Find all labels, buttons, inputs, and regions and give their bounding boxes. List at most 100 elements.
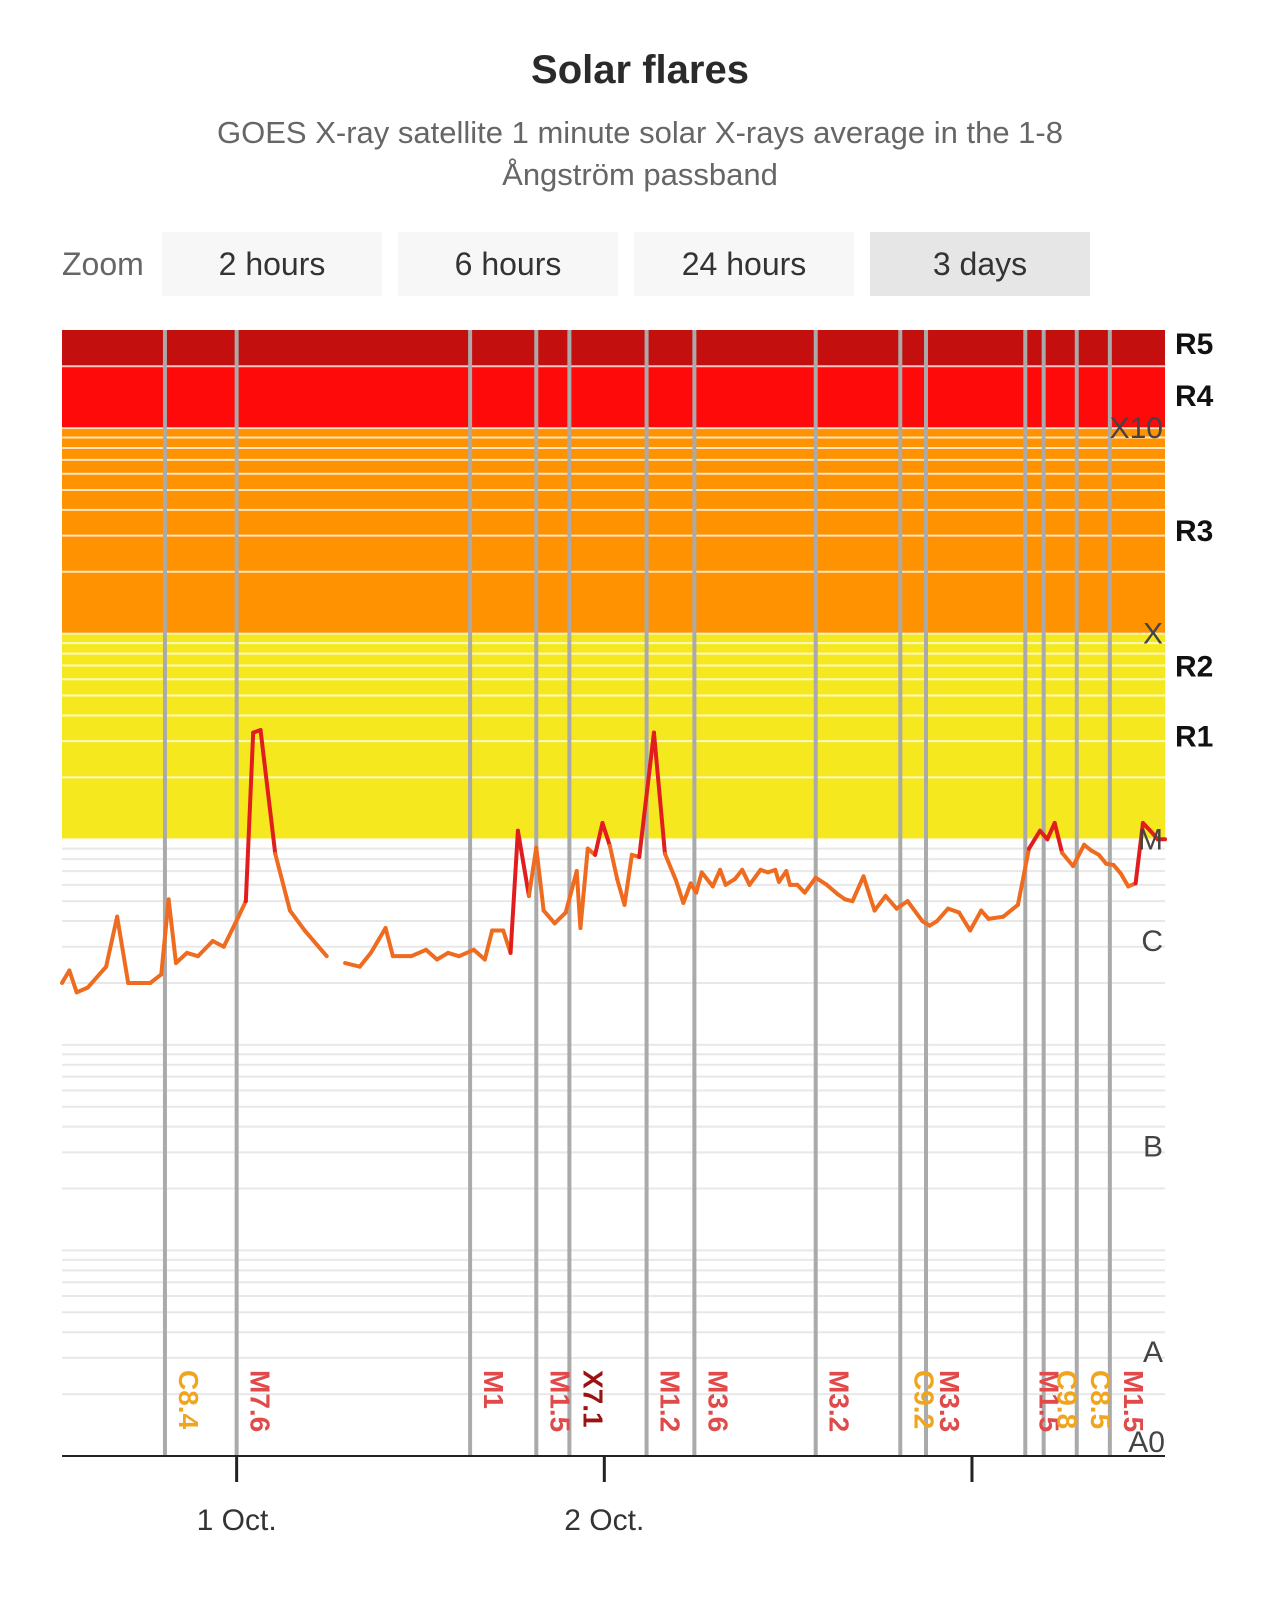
series-segment xyxy=(526,845,539,898)
series-segment xyxy=(824,882,840,897)
series-segment xyxy=(710,867,723,889)
flare-label: M1.5 xyxy=(544,1370,575,1432)
class-label: X10 xyxy=(1110,412,1163,445)
series-segment xyxy=(1060,850,1076,869)
zoom-2-hours-button[interactable]: 2 hours xyxy=(162,232,382,296)
flare-label: M3.3 xyxy=(934,1370,965,1432)
series-segment xyxy=(435,950,451,962)
class-label: C xyxy=(1141,925,1163,958)
series-segment xyxy=(508,828,520,955)
series-segment xyxy=(115,914,131,985)
series-segment xyxy=(1015,846,1031,907)
flare-label: X7.1 xyxy=(577,1370,608,1428)
series-segment xyxy=(196,938,215,959)
series-segment xyxy=(699,870,715,889)
series-segment xyxy=(357,950,373,969)
flare-label: M1.5 xyxy=(1118,1370,1149,1432)
series-segment xyxy=(1001,902,1020,919)
radio-blackout-label: R1 xyxy=(1175,720,1213,753)
series-segment xyxy=(159,897,171,977)
band-r1 xyxy=(62,695,1165,840)
flare-label: C8.5 xyxy=(1085,1370,1116,1429)
series-segment xyxy=(784,869,792,887)
zoom-6-hours-button[interactable]: 6 hours xyxy=(398,232,618,296)
class-label: A0 xyxy=(1128,1426,1165,1459)
series-segment xyxy=(552,910,568,926)
series-segment xyxy=(287,908,307,933)
series-segment xyxy=(343,961,362,969)
band-r5 xyxy=(62,330,1165,367)
series-segment xyxy=(1052,820,1065,855)
class-label: B xyxy=(1143,1131,1163,1164)
series-segment xyxy=(423,947,440,962)
chart-title: Solar flares xyxy=(531,48,749,92)
series-segment xyxy=(813,875,829,887)
band-r3 xyxy=(62,428,1165,634)
series-segment xyxy=(968,908,984,933)
series-segment xyxy=(1118,871,1131,889)
series-segment xyxy=(662,851,679,883)
zoom-bar: Zoom 2 hours 6 hours 24 hours 3 days xyxy=(62,232,1090,296)
series-segment xyxy=(935,906,951,924)
series-segment xyxy=(1026,828,1042,851)
series-segment xyxy=(471,947,487,962)
radio-blackout-label: R3 xyxy=(1175,515,1213,548)
zoom-24-hours-button[interactable]: 24 hours xyxy=(634,232,854,296)
series-segment xyxy=(651,730,667,856)
radio-blackout-label: R2 xyxy=(1175,651,1213,684)
series-segment xyxy=(986,914,1006,921)
series-segment xyxy=(850,874,866,904)
x-tick-label: 1 Oct. xyxy=(197,1504,277,1537)
series-segment xyxy=(872,893,888,913)
class-label: M xyxy=(1138,823,1163,856)
series-segment xyxy=(905,899,925,924)
series-segment xyxy=(563,869,579,915)
series-segment xyxy=(74,985,90,995)
series-segment xyxy=(622,852,634,907)
series-segment xyxy=(515,828,531,898)
series-segment xyxy=(578,846,590,931)
x-tick-label: 2 Oct. xyxy=(564,1504,644,1537)
series-segment xyxy=(883,893,899,911)
flare-label: M1.2 xyxy=(655,1370,686,1432)
series-segment xyxy=(383,926,395,959)
series-segment xyxy=(302,928,329,959)
flare-label: M1 xyxy=(478,1370,509,1409)
series-segment xyxy=(368,926,388,955)
flare-label: M1.5 xyxy=(1033,1370,1064,1432)
zoom-label: Zoom xyxy=(62,245,144,282)
series-segment xyxy=(694,870,704,895)
series-segment xyxy=(482,928,495,962)
series-segment xyxy=(85,964,109,990)
series-segment xyxy=(534,845,546,913)
series-segment xyxy=(166,897,178,966)
radio-blackout-label: R4 xyxy=(1175,380,1214,413)
series-segment xyxy=(258,727,278,856)
series-segment xyxy=(861,874,877,913)
band-r4 xyxy=(62,366,1165,429)
flare-label: C9.2 xyxy=(908,1370,939,1429)
series-segment xyxy=(593,820,605,857)
series-segment xyxy=(607,843,620,882)
series-segment xyxy=(173,950,190,966)
series-segment xyxy=(67,968,79,995)
series-segment xyxy=(740,867,752,887)
series-segment xyxy=(409,947,428,959)
zoom-3-days-button[interactable]: 3 days xyxy=(870,232,1090,296)
series-segment xyxy=(104,914,120,969)
class-label: X xyxy=(1143,618,1163,651)
series-segment xyxy=(210,938,226,949)
series-segment xyxy=(243,730,256,904)
class-label: A xyxy=(1143,1336,1163,1369)
flare-label: M3.6 xyxy=(702,1370,733,1432)
chart-subtitle: GOES X-ray satellite 1 minute solar X-ra… xyxy=(217,115,1063,192)
series-segment xyxy=(457,947,476,959)
series-segment xyxy=(221,914,241,949)
series-segment xyxy=(148,972,164,985)
flare-label: M3.2 xyxy=(824,1370,855,1432)
series-segment xyxy=(718,867,728,887)
series-segment xyxy=(1071,842,1087,869)
radio-blackout-label: R5 xyxy=(1175,328,1213,361)
series-segment xyxy=(681,881,693,905)
